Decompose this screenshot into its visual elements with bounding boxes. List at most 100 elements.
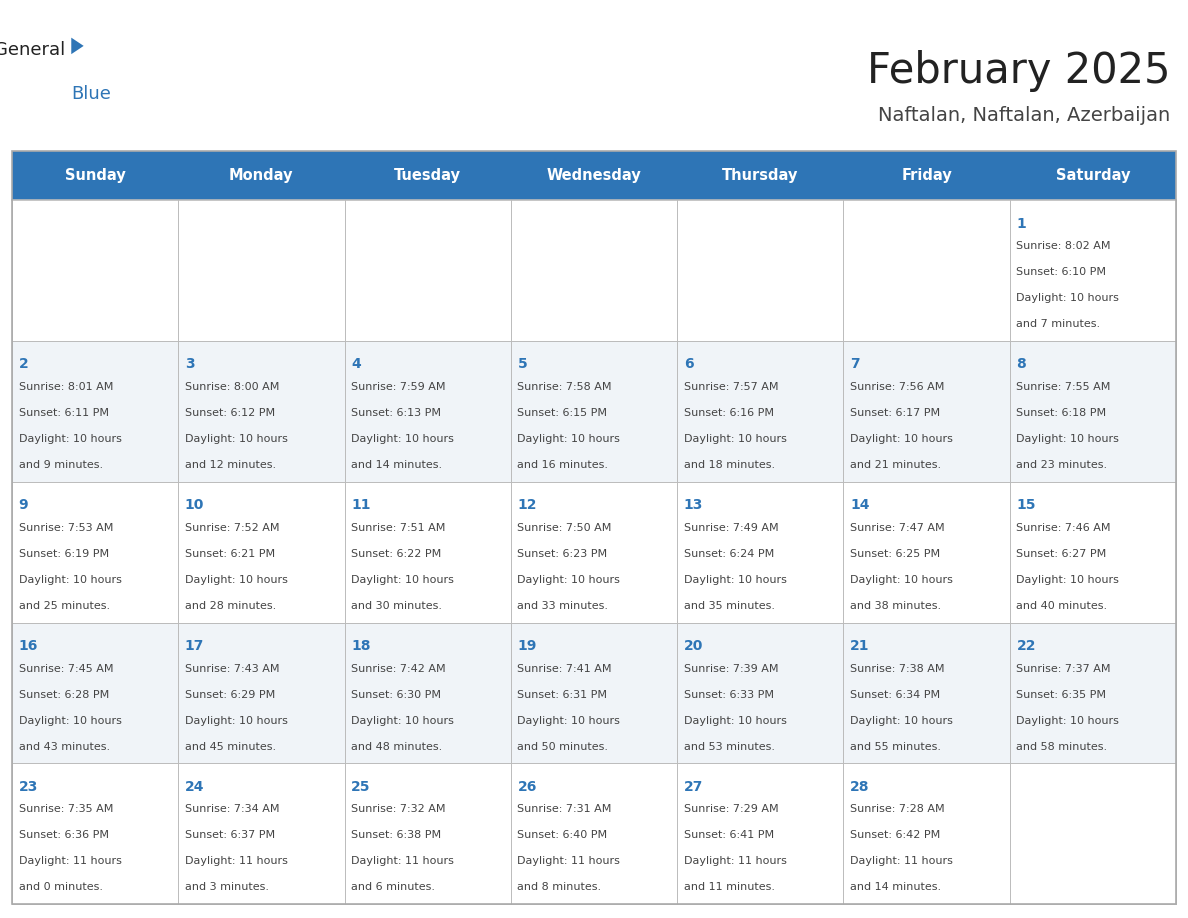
Text: 25: 25 <box>352 779 371 794</box>
Text: Sunset: 6:34 PM: Sunset: 6:34 PM <box>851 689 940 700</box>
Text: 23: 23 <box>19 779 38 794</box>
Text: Daylight: 10 hours: Daylight: 10 hours <box>518 716 620 725</box>
Text: 10: 10 <box>185 498 204 512</box>
Text: Sunset: 6:33 PM: Sunset: 6:33 PM <box>684 689 773 700</box>
Text: and 14 minutes.: and 14 minutes. <box>352 460 442 470</box>
Bar <box>1010 482 1176 622</box>
Text: Sunrise: 7:51 AM: Sunrise: 7:51 AM <box>352 522 446 532</box>
Text: Sunset: 6:42 PM: Sunset: 6:42 PM <box>851 831 941 840</box>
Text: Sunset: 6:30 PM: Sunset: 6:30 PM <box>352 689 441 700</box>
Text: Sunrise: 7:29 AM: Sunrise: 7:29 AM <box>684 804 778 814</box>
Text: Daylight: 10 hours: Daylight: 10 hours <box>185 575 287 585</box>
Text: Sunrise: 7:41 AM: Sunrise: 7:41 AM <box>518 664 612 674</box>
Text: and 18 minutes.: and 18 minutes. <box>684 460 775 470</box>
Text: February 2025: February 2025 <box>867 50 1170 93</box>
Bar <box>345 151 511 200</box>
Text: Daylight: 10 hours: Daylight: 10 hours <box>352 434 454 444</box>
Text: 28: 28 <box>851 779 870 794</box>
Text: Daylight: 10 hours: Daylight: 10 hours <box>19 716 121 725</box>
Text: Daylight: 10 hours: Daylight: 10 hours <box>1017 716 1119 725</box>
Text: Sunrise: 7:58 AM: Sunrise: 7:58 AM <box>518 382 612 392</box>
Text: Daylight: 11 hours: Daylight: 11 hours <box>684 856 786 867</box>
Text: and 58 minutes.: and 58 minutes. <box>1017 742 1107 752</box>
Bar <box>843 151 1010 200</box>
Text: Daylight: 10 hours: Daylight: 10 hours <box>1017 294 1119 303</box>
Text: Sunset: 6:29 PM: Sunset: 6:29 PM <box>185 689 276 700</box>
Text: Sunrise: 7:34 AM: Sunrise: 7:34 AM <box>185 804 279 814</box>
Bar <box>12 482 178 622</box>
Bar <box>511 200 677 341</box>
Bar <box>12 151 178 200</box>
Bar <box>1010 622 1176 764</box>
Text: and 23 minutes.: and 23 minutes. <box>1017 460 1107 470</box>
Text: Sunrise: 7:47 AM: Sunrise: 7:47 AM <box>851 522 944 532</box>
Bar <box>345 622 511 764</box>
Bar <box>843 622 1010 764</box>
Bar <box>677 151 843 200</box>
Text: Daylight: 10 hours: Daylight: 10 hours <box>518 434 620 444</box>
Text: and 16 minutes.: and 16 minutes. <box>518 460 608 470</box>
Bar <box>345 341 511 482</box>
Text: Monday: Monday <box>229 168 293 184</box>
Text: and 45 minutes.: and 45 minutes. <box>185 742 276 752</box>
Text: Sunrise: 7:55 AM: Sunrise: 7:55 AM <box>1017 382 1111 392</box>
Text: General: General <box>0 41 65 60</box>
Text: Daylight: 10 hours: Daylight: 10 hours <box>684 716 786 725</box>
Text: 19: 19 <box>518 639 537 653</box>
Bar <box>511 764 677 904</box>
Text: 17: 17 <box>185 639 204 653</box>
Text: Sunset: 6:16 PM: Sunset: 6:16 PM <box>684 409 773 418</box>
Text: Sunrise: 7:31 AM: Sunrise: 7:31 AM <box>518 804 612 814</box>
Text: and 25 minutes.: and 25 minutes. <box>19 601 109 610</box>
Text: Sunrise: 7:49 AM: Sunrise: 7:49 AM <box>684 522 778 532</box>
Text: 9: 9 <box>19 498 29 512</box>
Text: and 33 minutes.: and 33 minutes. <box>518 601 608 610</box>
Text: Sunday: Sunday <box>64 168 126 184</box>
Text: and 8 minutes.: and 8 minutes. <box>518 882 601 892</box>
Text: and 40 minutes.: and 40 minutes. <box>1017 601 1107 610</box>
Text: Sunrise: 7:32 AM: Sunrise: 7:32 AM <box>352 804 446 814</box>
Bar <box>1010 200 1176 341</box>
Text: Daylight: 10 hours: Daylight: 10 hours <box>185 434 287 444</box>
Text: Sunrise: 8:00 AM: Sunrise: 8:00 AM <box>185 382 279 392</box>
Text: 16: 16 <box>19 639 38 653</box>
Text: 2: 2 <box>19 357 29 372</box>
Text: and 7 minutes.: and 7 minutes. <box>1017 319 1100 330</box>
Text: Daylight: 11 hours: Daylight: 11 hours <box>352 856 454 867</box>
Text: 5: 5 <box>518 357 527 372</box>
Text: Sunset: 6:35 PM: Sunset: 6:35 PM <box>1017 689 1106 700</box>
Text: Tuesday: Tuesday <box>394 168 461 184</box>
Text: Naftalan, Naftalan, Azerbaijan: Naftalan, Naftalan, Azerbaijan <box>878 106 1170 125</box>
Bar <box>1010 151 1176 200</box>
Bar <box>677 200 843 341</box>
Text: Sunset: 6:36 PM: Sunset: 6:36 PM <box>19 831 108 840</box>
Text: Sunrise: 7:45 AM: Sunrise: 7:45 AM <box>19 664 113 674</box>
Text: Sunset: 6:40 PM: Sunset: 6:40 PM <box>518 831 607 840</box>
Text: and 53 minutes.: and 53 minutes. <box>684 742 775 752</box>
Text: Daylight: 10 hours: Daylight: 10 hours <box>518 575 620 585</box>
Text: Sunset: 6:28 PM: Sunset: 6:28 PM <box>19 689 109 700</box>
Bar <box>843 200 1010 341</box>
Text: Daylight: 11 hours: Daylight: 11 hours <box>518 856 620 867</box>
Bar <box>511 622 677 764</box>
Text: Sunrise: 7:42 AM: Sunrise: 7:42 AM <box>352 664 446 674</box>
Text: Sunrise: 7:43 AM: Sunrise: 7:43 AM <box>185 664 279 674</box>
Text: Sunrise: 8:01 AM: Sunrise: 8:01 AM <box>19 382 113 392</box>
Text: 27: 27 <box>684 779 703 794</box>
Text: and 30 minutes.: and 30 minutes. <box>352 601 442 610</box>
Text: Sunset: 6:31 PM: Sunset: 6:31 PM <box>518 689 607 700</box>
Bar <box>178 341 345 482</box>
Bar <box>178 764 345 904</box>
Text: Thursday: Thursday <box>722 168 798 184</box>
Text: Wednesday: Wednesday <box>546 168 642 184</box>
Text: Sunset: 6:22 PM: Sunset: 6:22 PM <box>352 549 442 559</box>
Text: and 12 minutes.: and 12 minutes. <box>185 460 276 470</box>
Text: Sunset: 6:15 PM: Sunset: 6:15 PM <box>518 409 607 418</box>
Text: Sunset: 6:17 PM: Sunset: 6:17 PM <box>851 409 940 418</box>
Text: and 0 minutes.: and 0 minutes. <box>19 882 102 892</box>
Bar <box>12 151 1176 904</box>
Text: Daylight: 10 hours: Daylight: 10 hours <box>851 575 953 585</box>
Text: and 43 minutes.: and 43 minutes. <box>19 742 109 752</box>
Text: Sunset: 6:41 PM: Sunset: 6:41 PM <box>684 831 773 840</box>
Text: Sunset: 6:27 PM: Sunset: 6:27 PM <box>1017 549 1107 559</box>
